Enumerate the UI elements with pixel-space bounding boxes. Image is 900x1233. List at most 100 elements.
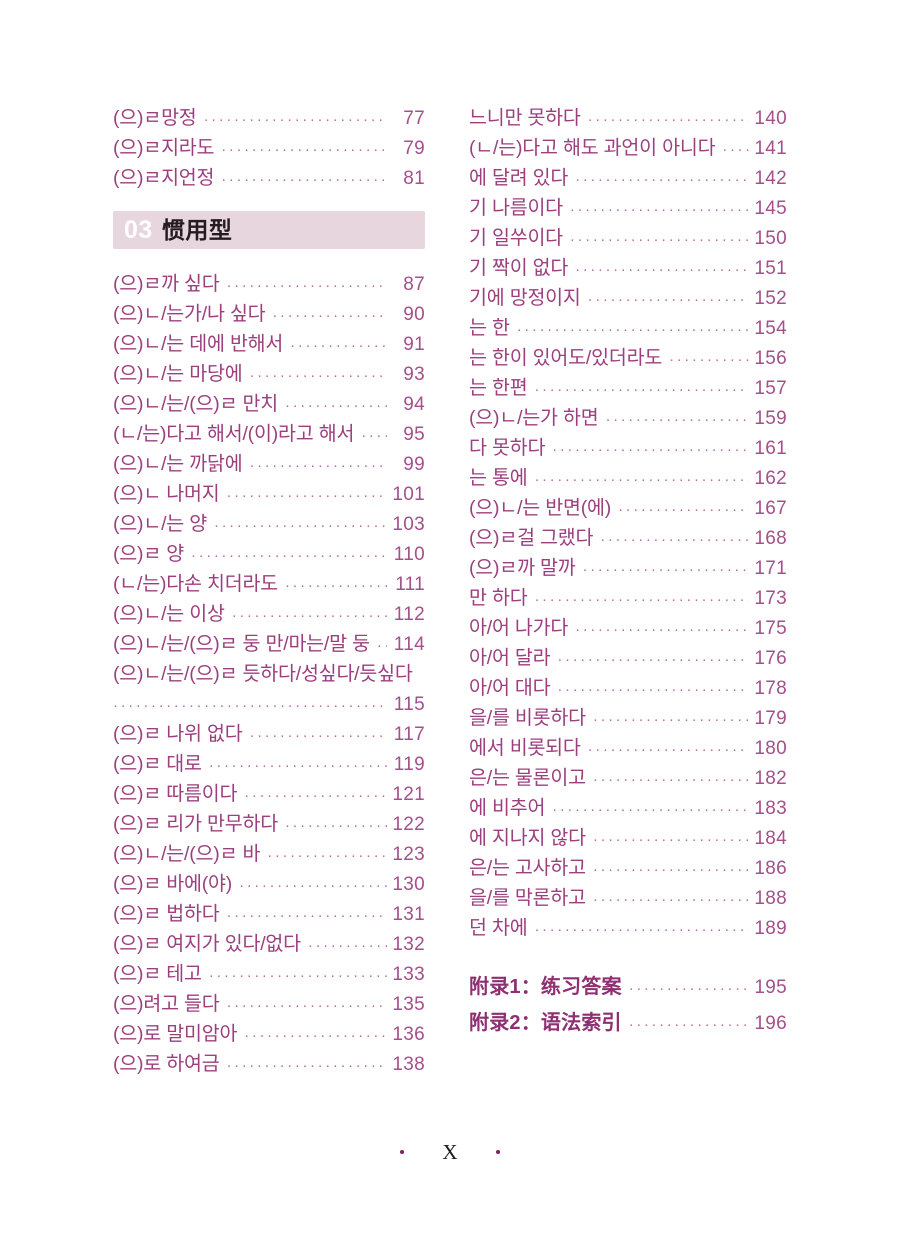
toc-entry[interactable]: 던 차에 189 (469, 913, 787, 943)
section-header-03: 03 惯用型 (113, 211, 425, 249)
toc-entry[interactable]: (으)려고 들다 135 (113, 989, 425, 1019)
leader-dots (588, 283, 749, 313)
toc-entry[interactable]: 에서 비롯되다 180 (469, 733, 787, 763)
toc-entry[interactable]: 만 하다 173 (469, 583, 787, 613)
toc-entry[interactable]: 는 한이 있어도/있더라도 156 (469, 343, 787, 373)
leader-dots (517, 313, 749, 343)
leader-dots (575, 613, 749, 643)
toc-entry-title: (으)ㄹ 법하다 (113, 903, 220, 925)
toc-entry[interactable]: 느니만 못하다 140 (469, 103, 787, 133)
toc-page-number: 133 (392, 964, 425, 985)
toc-entry[interactable]: 기에 망정이지 152 (469, 283, 787, 313)
leader-dots (534, 463, 749, 493)
toc-page-number: 168 (754, 528, 787, 549)
toc-entry[interactable]: (으)ㄴ/는 까닭에 99 (113, 449, 425, 479)
toc-entry[interactable]: (으)ㄹ 리가 만무하다 122 (113, 809, 425, 839)
toc-entry-title: (으)ㄴ/는 까닭에 (113, 453, 243, 475)
toc-entry[interactable]: 에 지나지 않다 184 (469, 823, 787, 853)
toc-page-number: 152 (754, 288, 787, 309)
toc-entry[interactable]: (으)ㄴ/는가/나 싶다 90 (113, 299, 425, 329)
toc-entry-title: (으)ㄴ/는/(으)ㄹ 둥 만/마는/말 둥 (113, 633, 370, 655)
right-entry-list: 느니만 못하다 140 (ㄴ/는)다고 해도 과언이 아니다 141 에 달려 있다 14… (469, 103, 787, 943)
page-footer: X (0, 1140, 900, 1164)
leader-dots (221, 163, 387, 193)
appendix-entry[interactable]: 附录2：语法索引 196 (469, 1005, 787, 1041)
toc-entry[interactable]: (으)ㄹ 법하다 131 (113, 899, 425, 929)
toc-entry-title: (으)ㄹ지라도 (113, 137, 215, 159)
section-number: 03 (124, 216, 153, 244)
toc-entry[interactable]: (으)ㄹ 나위 없다 117 (113, 719, 425, 749)
toc-entry[interactable]: 을/를 막론하고 188 (469, 883, 787, 913)
toc-page-number: 184 (754, 828, 787, 849)
toc-entry[interactable]: (으)ㄹ 바에(야) 130 (113, 869, 425, 899)
toc-entry[interactable]: (으)ㄴ/는 반면(에) 167 (469, 493, 787, 523)
toc-entry[interactable]: (으)ㄹ걸 그랬다 168 (469, 523, 787, 553)
toc-entry[interactable]: (으)ㄴ/는/(으)ㄹ 바 123 (113, 839, 425, 869)
toc-entry[interactable]: (으)ㄴ/는 데에 반해서 91 (113, 329, 425, 359)
toc-entry[interactable]: (으)ㄹ 따름이다 121 (113, 779, 425, 809)
appendix-entry[interactable]: 附录1：练习答案 195 (469, 969, 787, 1005)
toc-page-number: 87 (403, 274, 425, 295)
toc-entry[interactable]: 은/는 물론이고 182 (469, 763, 787, 793)
toc-entry[interactable]: 115 (113, 689, 425, 719)
toc-entry[interactable]: 기 나름이다 145 (469, 193, 787, 223)
toc-entry[interactable]: 는 통에 162 (469, 463, 787, 493)
toc-entry[interactable]: (ㄴ/는)다손 치더라도 111 (113, 569, 425, 599)
toc-entry[interactable]: (으)ㄹ 양 110 (113, 539, 425, 569)
toc-entry[interactable]: (으)ㄴ/는가 하면 159 (469, 403, 787, 433)
toc-entry[interactable]: (으)ㄴ/는 마당에 93 (113, 359, 425, 389)
toc-entry[interactable]: (으)ㄹ 테고 133 (113, 959, 425, 989)
section-entry-list: (으)ㄹ까 싶다87(으)ㄴ/는가/나 싶다90(으)ㄴ/는 데에 반해서91(… (113, 269, 425, 1079)
toc-entry[interactable]: 다 못하다 161 (469, 433, 787, 463)
toc-page-number: 171 (754, 558, 787, 579)
toc-entry[interactable]: 에 달려 있다 142 (469, 163, 787, 193)
toc-entry[interactable]: 는 한편 157 (469, 373, 787, 403)
toc-page-number: 182 (754, 768, 787, 789)
toc-entry[interactable]: (으)ㄹ지언정 81 (113, 163, 425, 193)
toc-entry[interactable]: (으)ㄴ/는/(으)ㄹ 둥 만/마는/말 둥 114 (113, 629, 425, 659)
toc-entry[interactable]: (으)로 말미암아 136 (113, 1019, 425, 1049)
toc-entry[interactable]: (으)ㄴ/는 이상 112 (113, 599, 425, 629)
leader-dots (629, 969, 749, 1005)
leader-dots (534, 373, 749, 403)
toc-entry-title: (으)ㄹ 바에(야) (113, 873, 233, 895)
toc-entry[interactable]: (으)로 하여금 138 (113, 1049, 425, 1079)
leader-dots (588, 103, 749, 133)
toc-entry[interactable]: 아/어 나가다 175 (469, 613, 787, 643)
toc-entry-title: 느니만 못하다 (469, 107, 581, 129)
toc-entry[interactable]: 기 짝이 없다 151 (469, 253, 787, 283)
toc-entry[interactable]: 아/어 달라 176 (469, 643, 787, 673)
toc-entry[interactable]: (으)ㄹ지라도 79 (113, 133, 425, 163)
toc-page-number: 132 (392, 934, 425, 955)
toc-entry-title: 아/어 달라 (469, 647, 551, 669)
toc-entry[interactable]: (으)ㄴ/는/(으)ㄹ 만치 94 (113, 389, 425, 419)
toc-entry-title: (으)ㄹ 리가 만무하다 (113, 813, 278, 835)
toc-entry[interactable]: (으)ㄹ 여지가 있다/없다 132 (113, 929, 425, 959)
leader-dots (244, 779, 387, 809)
leader-dots (227, 899, 387, 929)
toc-entry[interactable]: (으)ㄹ 대로 119 (113, 749, 425, 779)
toc-entry[interactable]: (ㄴ/는)다고 해서/(이)라고 해서 95 (113, 419, 425, 449)
toc-right-column: 느니만 못하다 140 (ㄴ/는)다고 해도 과언이 아니다 141 에 달려 있다 14… (469, 103, 787, 1041)
toc-entry[interactable]: 는 한 154 (469, 313, 787, 343)
toc-entry[interactable]: 기 일쑤이다 150 (469, 223, 787, 253)
toc-entry-title: (으)ㄴ/는 양 (113, 513, 207, 535)
toc-entry[interactable]: (으)ㄹ망정 77 (113, 103, 425, 133)
toc-page-number: 81 (403, 168, 425, 189)
toc-page-number: 167 (754, 498, 787, 519)
toc-entry[interactable]: 에 비추어 183 (469, 793, 787, 823)
toc-entry[interactable]: 아/어 대다 178 (469, 673, 787, 703)
toc-entry[interactable]: 은/는 고사하고 186 (469, 853, 787, 883)
toc-entry-title: 기 짝이 없다 (469, 257, 569, 279)
leader-dots (249, 719, 387, 749)
toc-entry[interactable]: (으)ㄴ/는 양 103 (113, 509, 425, 539)
leader-dots (534, 583, 749, 613)
toc-entry-title: (으)ㄹ 따름이다 (113, 783, 238, 805)
toc-entry[interactable]: (으)ㄹ까 말까 171 (469, 553, 787, 583)
toc-entry-title: 을/를 막론하고 (469, 887, 586, 909)
toc-entry[interactable]: (으)ㄴ 나머지 101 (113, 479, 425, 509)
toc-entry[interactable]: (ㄴ/는)다고 해도 과언이 아니다 141 (469, 133, 787, 163)
toc-entry[interactable]: 을/를 비롯하다 179 (469, 703, 787, 733)
toc-entry[interactable]: (으)ㄹ까 싶다 87 (113, 269, 425, 299)
toc-page-number: 175 (754, 618, 787, 639)
